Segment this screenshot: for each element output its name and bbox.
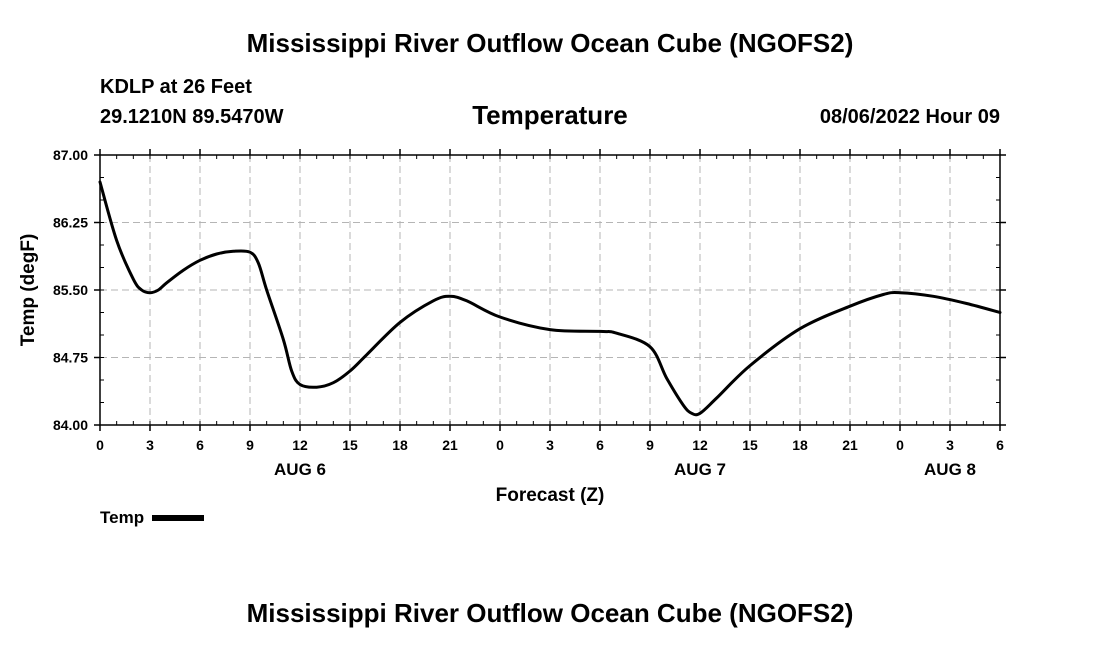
legend-label: Temp <box>100 508 145 527</box>
x-tick-label: 6 <box>996 437 1004 453</box>
date-label: AUG 8 <box>924 460 976 479</box>
x-tick-label: 0 <box>496 437 504 453</box>
x-axis-title: Forecast (Z) <box>496 485 605 506</box>
y-tick-label: 85.50 <box>53 282 88 298</box>
legend: Temp <box>100 508 205 528</box>
x-tick-label: 6 <box>196 437 204 453</box>
x-tick-label: 3 <box>946 437 954 453</box>
x-tick-label: 15 <box>742 437 758 453</box>
y-tick-label: 84.00 <box>53 417 88 433</box>
x-tick-label: 0 <box>896 437 904 453</box>
date-label: AUG 7 <box>674 460 726 479</box>
footer-title: Mississippi River Outflow Ocean Cube (NG… <box>246 598 854 628</box>
series-line-temp <box>98 180 1002 417</box>
coordinates-label: 29.1210N 89.5470W <box>100 106 284 128</box>
x-tick-label: 18 <box>792 437 808 453</box>
x-tick-label: 21 <box>442 437 458 453</box>
x-tick-label: 6 <box>596 437 604 453</box>
date-label: AUG 6 <box>274 460 326 479</box>
station-label: KDLP at 26 Feet <box>100 76 252 98</box>
x-tick-label: 0 <box>96 437 104 453</box>
x-tick-label: 15 <box>342 437 358 453</box>
x-tick-label: 9 <box>646 437 654 453</box>
x-tick-label: 18 <box>392 437 408 453</box>
x-tick-label: 9 <box>246 437 254 453</box>
x-tick-label: 3 <box>546 437 554 453</box>
legend-line-swatch <box>152 515 205 521</box>
datetime-label: 08/06/2022 Hour 09 <box>819 106 1000 128</box>
x-tick-label: 12 <box>692 437 708 453</box>
x-tick-label: 12 <box>292 437 308 453</box>
x-tick-label: 21 <box>842 437 858 453</box>
y-axis-title: Temp (degF) <box>18 234 39 347</box>
main-title: Mississippi River Outflow Ocean Cube (NG… <box>246 28 854 58</box>
y-tick-label: 84.75 <box>53 350 88 366</box>
chart-subtitle: Temperature <box>472 100 628 130</box>
y-tick-label: 87.00 <box>53 147 88 163</box>
y-tick-label: 86.25 <box>53 215 88 231</box>
x-tick-label: 3 <box>146 437 154 453</box>
